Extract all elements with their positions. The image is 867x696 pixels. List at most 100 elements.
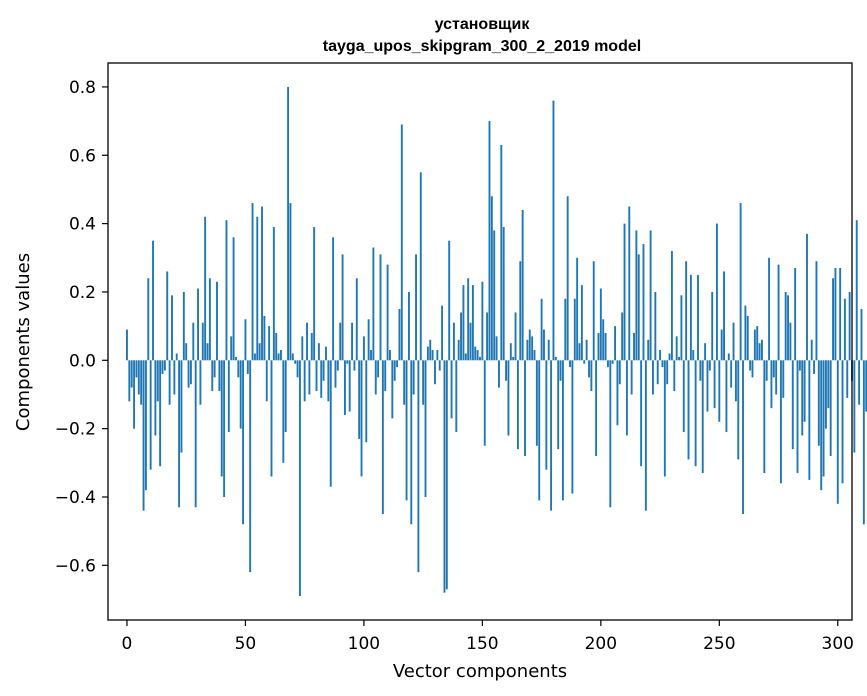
bar-139 [455, 360, 458, 433]
bar-84 [325, 346, 327, 361]
bar-64 [277, 353, 280, 361]
bar-292 [817, 360, 820, 446]
bar-132 [438, 360, 441, 371]
bar-183 [559, 360, 562, 381]
bar-225 [659, 350, 662, 361]
bar-206 [614, 326, 617, 361]
bar-258 [737, 360, 740, 460]
bar-107 [379, 254, 382, 361]
bar-123 [417, 360, 420, 573]
bar-78 [310, 332, 313, 361]
bar-190 [576, 257, 579, 361]
bar-296 [827, 360, 830, 409]
bar-261 [744, 305, 747, 361]
bar-290 [813, 360, 816, 374]
bar-235 [682, 360, 685, 433]
bar-251 [720, 329, 723, 361]
bar-49 [242, 360, 245, 525]
bar-200 [599, 288, 602, 361]
x-tick-label: 250 [703, 634, 735, 654]
bar-188 [571, 360, 574, 494]
bar-309 [858, 360, 861, 405]
bar-47 [237, 360, 240, 378]
bar-181 [554, 356, 557, 361]
bar-20 [173, 360, 176, 395]
bar-285 [801, 360, 804, 436]
bar-55 [256, 216, 259, 361]
bar-100 [362, 336, 365, 361]
bar-32 [201, 322, 204, 361]
bar-143 [464, 353, 467, 361]
bar-311 [862, 360, 865, 525]
bar-108 [381, 360, 384, 515]
bar-3 [133, 360, 136, 429]
bar-287 [806, 233, 808, 361]
bar-93 [346, 360, 349, 364]
bar-249 [715, 223, 718, 361]
bar-147 [474, 346, 477, 361]
bar-303 [843, 298, 846, 361]
bar-119 [407, 291, 410, 361]
bar-248 [713, 360, 716, 409]
bar-120 [410, 360, 413, 525]
bar-228 [666, 360, 669, 385]
bar-247 [711, 291, 714, 361]
bar-41 [223, 360, 226, 497]
bar-286 [803, 360, 806, 422]
y-tick-label: 0.8 [69, 78, 96, 98]
bar-126 [424, 360, 427, 497]
bar-117 [403, 360, 406, 405]
bar-234 [680, 295, 683, 361]
bar-279 [787, 295, 789, 361]
bar-27 [189, 360, 192, 385]
x-tick-label: 0 [122, 634, 133, 654]
bar-34 [206, 343, 209, 361]
bar-166 [519, 261, 522, 361]
bar-210 [623, 223, 626, 361]
bar-291 [815, 261, 818, 361]
bar-149 [479, 356, 481, 361]
bar-118 [405, 360, 408, 501]
bar-148 [476, 350, 479, 361]
bar-25 [185, 343, 188, 361]
bar-184 [561, 360, 564, 501]
bar-178 [547, 339, 550, 361]
bar-273 [772, 360, 775, 378]
bar-24 [182, 291, 185, 361]
bar-91 [341, 254, 344, 361]
bar-155 [493, 230, 496, 361]
x-tick-label: 50 [235, 634, 257, 654]
bar-245 [706, 360, 709, 412]
bar-170 [528, 329, 531, 361]
bar-220 [647, 339, 650, 361]
bar-36 [211, 360, 214, 392]
bar-71 [294, 360, 297, 364]
bar-76 [306, 322, 308, 361]
bar-192 [580, 285, 583, 361]
bar-153 [488, 121, 491, 361]
bar-39 [218, 360, 221, 392]
y-tick-label: 0.0 [69, 351, 96, 371]
bar-121 [412, 360, 415, 395]
bar-281 [791, 360, 794, 450]
chart-subtitle: tayga_upos_skipgram_300_2_2019 model [323, 38, 641, 55]
bar-35 [208, 278, 211, 361]
bar-156 [495, 336, 498, 361]
bar-177 [545, 360, 548, 470]
bar-265 [753, 329, 756, 361]
y-tick-label: −0.6 [55, 556, 96, 576]
bar-80 [315, 360, 318, 392]
bar-238 [689, 274, 692, 361]
bar-72 [296, 360, 299, 378]
bar-112 [391, 360, 394, 419]
bar-227 [663, 360, 666, 477]
bar-226 [661, 360, 664, 368]
bar-82 [320, 360, 323, 398]
x-axis-label: Vector components [393, 661, 567, 682]
y-axis-label: Components values [13, 253, 34, 431]
bar-270 [765, 360, 768, 381]
bar-211 [625, 360, 628, 436]
bar-60 [268, 326, 271, 361]
